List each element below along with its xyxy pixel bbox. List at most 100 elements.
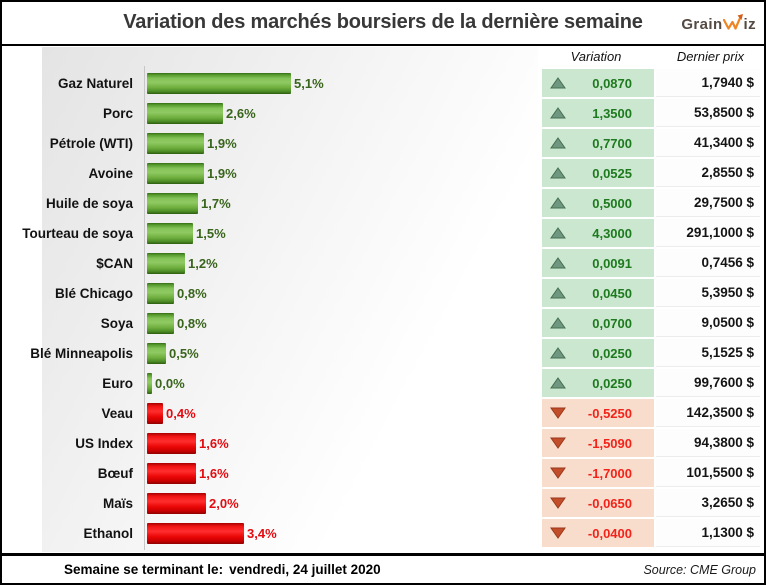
week-ending-date: vendredi, 24 juillet 2020 [229,562,381,577]
table-row: Soya 0,8% 0,0700 9,0500 $ [4,308,762,338]
variation-bar [147,222,193,244]
table-row: Blé Chicago 0,8% 0,0450 5,3950 $ [4,278,762,308]
bar-zone: 2,6% [142,102,542,124]
variation-cell: 0,0870 [542,69,654,97]
variation-cell: 0,0250 [542,339,654,367]
bar-zone: 0,4% [142,402,542,424]
last-price-value: 3,2650 $ [656,489,760,517]
variation-cell: -1,7000 [542,459,654,487]
last-price-value: 1,7940 $ [656,69,760,97]
last-price-column-header: Dernier prix [676,49,744,64]
variation-value: 0,0870 [592,75,632,91]
chart-plot-background [42,47,538,552]
last-price-value: 41,3400 $ [656,129,760,157]
table-row: Porc 2,6% 1,3500 53,8500 $ [4,98,762,128]
bar-percent-label: 0,8% [177,315,207,331]
variation-bar [147,342,166,364]
bar-percent-label: 0,8% [177,285,207,301]
table-row: Bœuf 1,6% -1,7000 101,5500 $ [4,458,762,488]
variation-bar [147,432,196,454]
table-row: Ethanol 3,4% -0,0400 1,1300 $ [4,518,762,548]
up-triangle-icon [550,197,566,209]
bar-percent-label: 1,9% [207,135,237,151]
variation-cell: 0,0525 [542,159,654,187]
bar-zone: 1,6% [142,462,542,484]
last-price-value: 101,5500 $ [656,459,760,487]
bar-zone: 1,9% [142,132,542,154]
down-triangle-icon [550,467,566,479]
bar-percent-label: 0,4% [166,405,196,421]
variation-bar [147,372,152,394]
commodity-label: US Index [75,435,133,451]
bar-zone: 5,1% [142,72,542,94]
variation-bar [147,132,204,154]
variation-cell: 0,5000 [542,189,654,217]
last-price-value: 5,1525 $ [656,339,760,367]
variation-value: 0,0525 [592,165,632,181]
last-price-value: 9,0500 $ [656,309,760,337]
footer-divider [2,553,764,556]
last-price-value: 142,3500 $ [656,399,760,427]
commodity-label: Blé Chicago [54,285,133,301]
title-bar: Variation des marchés boursiers de la de… [2,2,764,42]
down-triangle-icon [550,407,566,419]
variation-bar [147,102,223,124]
variation-value: 0,0091 [592,255,632,271]
last-price-value: 94,3800 $ [656,429,760,457]
up-triangle-icon [550,287,566,299]
commodity-label: Avoine [88,165,133,181]
variation-value: 0,0700 [592,315,632,331]
commodity-label: Blé Minneapolis [30,345,133,361]
bar-percent-label: 0,0% [155,375,185,391]
commodity-label: Gaz Naturel [57,75,133,91]
last-price-value: 291,1000 $ [656,219,760,247]
variation-value: 4,3000 [592,225,632,241]
last-price-value: 5,3950 $ [656,279,760,307]
variation-value: -0,0650 [587,495,632,511]
chart-table-rows: Gaz Naturel 5,1% 0,0870 1,7940 $ Porc 2,… [4,68,762,548]
up-triangle-icon [550,257,566,269]
variation-value: 0,0450 [592,285,632,301]
up-triangle-icon [550,377,566,389]
commodity-label: $CAN [96,255,133,271]
variation-bar [147,72,291,94]
up-triangle-icon [550,347,566,359]
up-triangle-icon [550,167,566,179]
bar-percent-label: 1,6% [199,465,229,481]
bar-percent-label: 0,5% [169,345,199,361]
bar-zone: 2,0% [142,492,542,514]
table-row: Gaz Naturel 5,1% 0,0870 1,7940 $ [4,68,762,98]
variation-bar [147,522,244,544]
variation-bar [147,402,163,424]
variation-value: -1,5090 [587,435,632,451]
variation-value: -0,0400 [587,525,632,541]
table-row: Tourteau de soya 1,5% 4,3000 291,1000 $ [4,218,762,248]
variation-cell: 4,3000 [542,219,654,247]
variation-bar [147,252,185,274]
variation-value: 0,7700 [592,135,632,151]
bar-zone: 1,6% [142,432,542,454]
commodity-label: Porc [102,105,133,121]
bar-zone: 3,4% [142,522,542,544]
source-text: Source: CME Group [643,562,756,577]
variation-bar [147,162,204,184]
up-triangle-icon [550,77,566,89]
down-triangle-icon [550,527,566,539]
variation-value: 0,0250 [592,375,632,391]
variation-value: 0,0250 [592,345,632,361]
footer-bar: Semaine se terminant le: vendredi, 24 jui… [2,556,764,583]
up-triangle-icon [550,227,566,239]
bar-zone: 0,0% [142,372,542,394]
table-row: Veau 0,4% -0,5250 142,3500 $ [4,398,762,428]
last-price-value: 53,8500 $ [656,99,760,127]
bar-percent-label: 1,7% [201,195,231,211]
up-triangle-icon [550,137,566,149]
bar-zone: 0,8% [142,312,542,334]
bar-zone: 0,5% [142,342,542,364]
bar-zone: 1,2% [142,252,542,274]
variation-bar [147,492,206,514]
page-title: Variation des marchés boursiers de la de… [123,10,643,33]
variation-cell: 0,0450 [542,279,654,307]
commodity-label: Maïs [102,495,133,511]
